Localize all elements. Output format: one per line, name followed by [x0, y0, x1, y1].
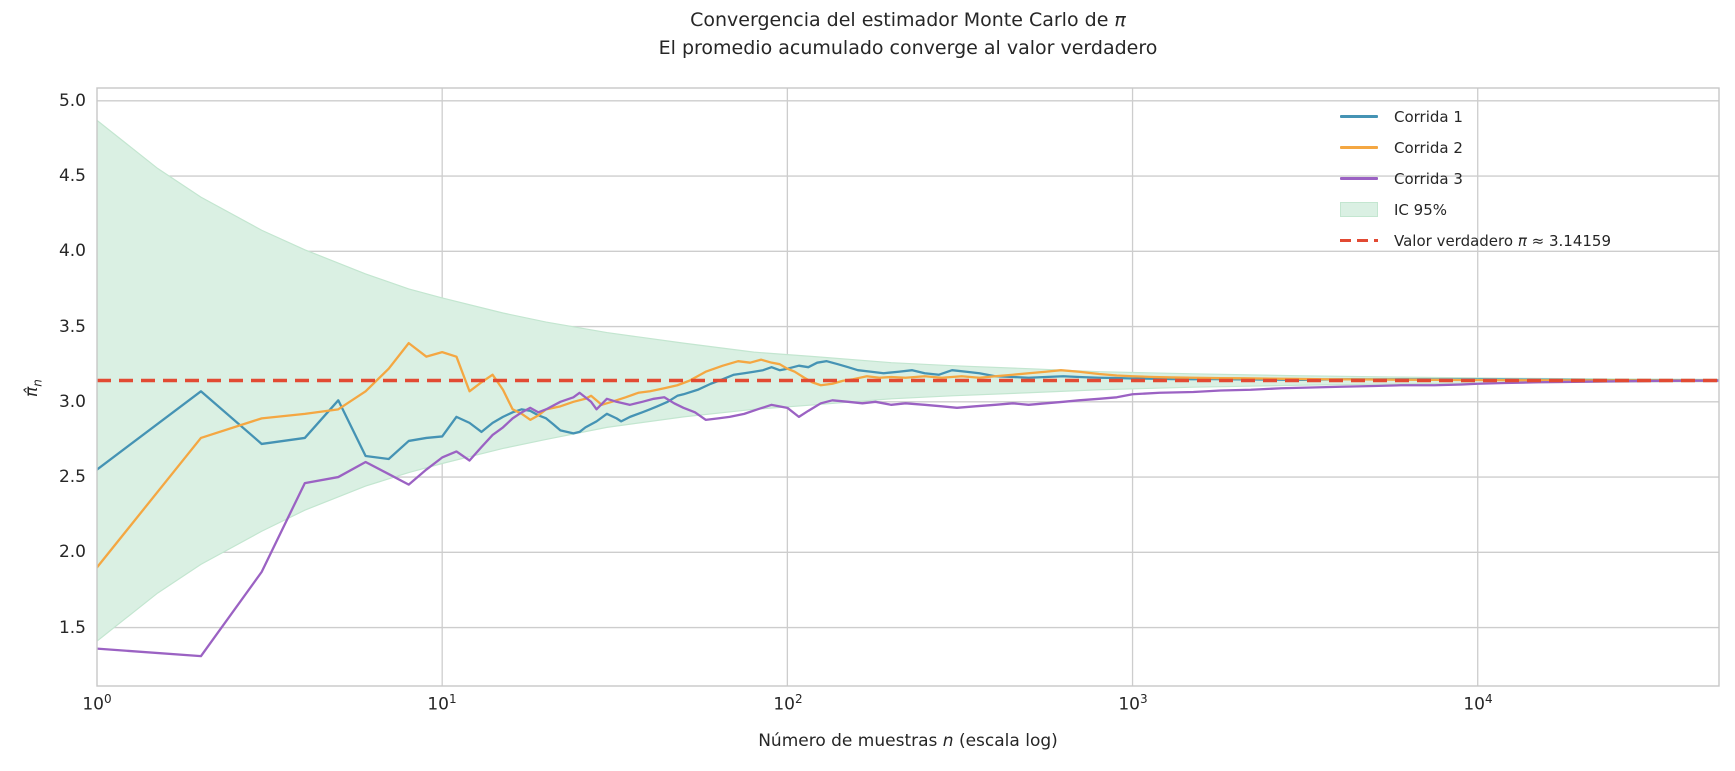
legend-swatch-corrida-2-line: [1340, 146, 1378, 149]
y-tick-3.5: 3.5: [58, 317, 86, 337]
legend-item-corrida-2: Corrida 2: [1340, 132, 1730, 163]
line-corrida-3: [97, 379, 1719, 658]
ic95-band-polygon: [97, 119, 1719, 642]
y-tick-3.0: 3.0: [58, 392, 86, 412]
chart-title: Convergencia del estimador Monte Carlo d…: [97, 9, 1719, 31]
legend-label-corrida-2: Corrida 2: [1394, 138, 1463, 157]
legend-label-ic95: IC 95%: [1394, 200, 1448, 219]
legend-swatch-ic95-patch: [1340, 202, 1378, 217]
axes-spines: [96, 87, 1720, 687]
legend-swatch-corrida-1-line: [1340, 115, 1378, 118]
x-axis-label: Número de muestras n (escala log): [758, 731, 1058, 751]
legend-label-corrida-1: Corrida 1: [1394, 107, 1463, 126]
legend-item-true-value: Valor verdadero π ≈ 3.14159: [1340, 225, 1730, 256]
y-tick-2.0: 2.0: [58, 542, 86, 562]
y-tick-5.0: 5.0: [58, 91, 86, 111]
x-tick-1e2: 102: [773, 692, 803, 715]
x-tick-1e1: 101: [427, 692, 457, 715]
legend: Corrida 1 Corrida 2 Corrida 3 IC 95% Val…: [1340, 101, 1730, 256]
y-tick-1.5: 1.5: [58, 618, 86, 638]
gridlines: [97, 88, 1719, 686]
legend-swatch-true-value-dash: [1340, 238, 1378, 243]
confidence-band: [97, 119, 1719, 642]
y-tick-4.0: 4.0: [58, 241, 86, 261]
legend-item-corrida-3: Corrida 3: [1340, 163, 1730, 194]
legend-label-true-value: Valor verdadero π ≈ 3.14159: [1394, 231, 1611, 250]
y-tick-2.5: 2.5: [58, 467, 86, 487]
legend-item-ic95: IC 95%: [1340, 194, 1730, 225]
legend-item-corrida-1: Corrida 1: [1340, 101, 1730, 132]
x-tick-1e0: 100: [82, 692, 112, 715]
x-tick-1e4: 104: [1463, 692, 1493, 715]
chart-title-text: Convergencia del estimador Monte Carlo d…: [690, 9, 1115, 31]
legend-swatch-corrida-3-line: [1340, 177, 1378, 180]
y-tick-4.5: 4.5: [58, 166, 86, 186]
chart-title-pi: π: [1114, 9, 1126, 31]
legend-label-corrida-3: Corrida 3: [1394, 169, 1463, 188]
y-axis-label: π̂n: [22, 379, 45, 397]
chart-subtitle: El promedio acumulado converge al valor …: [658, 37, 1158, 59]
x-tick-1e3: 103: [1118, 692, 1148, 715]
